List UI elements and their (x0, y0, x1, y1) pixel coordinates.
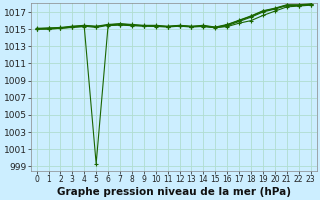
X-axis label: Graphe pression niveau de la mer (hPa): Graphe pression niveau de la mer (hPa) (57, 187, 291, 197)
